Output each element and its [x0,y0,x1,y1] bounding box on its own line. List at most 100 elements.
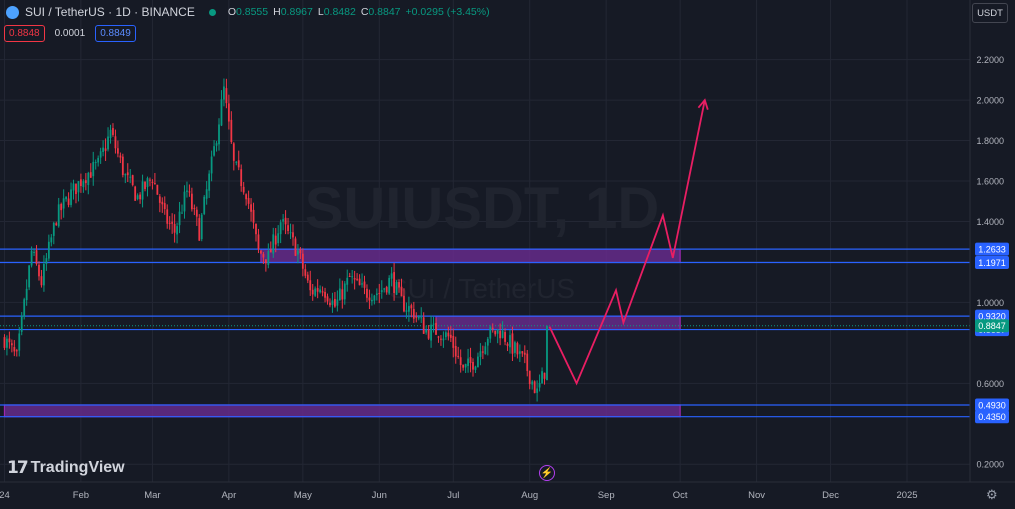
candle-body [366,288,368,298]
candle-body [541,371,543,384]
candle-body [417,316,420,319]
candle-body [99,151,102,158]
price-axis[interactable]: 0.20000.60001.00001.20001.40001.60001.80… [969,0,1009,482]
currency-selector[interactable]: USDT [972,3,1008,23]
candle-body [494,330,497,335]
candle-body [538,382,541,388]
candle-body [235,161,238,163]
candle-body [213,146,215,156]
candle-body [415,316,418,318]
candle-body [23,299,26,317]
candle-body [420,317,423,319]
candle-body [146,178,149,188]
tradingview-logo[interactable]: 17 TradingView [7,458,125,478]
candle-body [126,172,129,176]
ohlc-values: O0.8555 H0.8967 L0.8482 C0.8847 +0.0295 … [227,6,490,18]
price-tag-label: 0.9320 [978,312,1006,322]
candle-body [371,299,373,302]
x-tick-label: Feb [73,490,89,501]
supply-demand-zones [3,248,681,418]
close-value: 0.8847 [368,6,401,18]
symbol-title[interactable]: SUI / TetherUS · 1D · BINANCE [25,5,195,19]
candle-body [314,288,317,296]
candle-body [257,234,260,250]
candle-body [227,103,230,122]
candle-body [94,162,97,164]
candle-body [6,338,8,348]
candle-body [486,338,489,346]
lightning-icon[interactable]: ⚡ [539,465,555,481]
candle-body [279,222,282,235]
candle-body [459,357,462,366]
candle-body [139,194,141,200]
candle-body [102,147,105,152]
candle-body [124,174,127,176]
candle-body [398,282,400,288]
candle-body [442,338,445,341]
candle-body [200,214,203,240]
candle-body [380,290,383,293]
candle-body [388,277,391,294]
candle-body [67,198,70,205]
candle-body [287,225,289,232]
candle-body [481,351,484,353]
candle-body [400,286,403,297]
candle-body [87,172,90,185]
candle-body [491,327,494,330]
candle-body [117,148,119,154]
y-tick-label: 1.6000 [976,177,1004,187]
candle-body [390,273,393,279]
candle-body [15,350,18,352]
candle-body [3,337,6,348]
candle-body [264,259,267,264]
candle-body [375,293,378,296]
price-tag-bg [975,398,1009,412]
price-tag-bg [975,256,1009,270]
time-axis[interactable]: 24 Feb Mar Apr May Jun Jul Aug Sep Oct Nov Dec 2025 [0,481,1015,501]
market-open-dot-icon [208,8,216,16]
candle-body [35,250,38,265]
candle-body [454,346,457,357]
projection-line [548,99,706,386]
candle-body [464,364,467,368]
candle-body [282,219,285,222]
candle-body [444,332,447,338]
candle-body [10,343,13,346]
sell-button[interactable]: 0.8848 [4,25,45,42]
x-tick-label: Sep [598,490,615,501]
candle-body [373,295,376,301]
x-tick-label: 24 [0,490,10,501]
candle-body [218,124,220,145]
candle-body [504,332,506,342]
x-tick-label: Mar [144,490,160,501]
candle-body [297,250,299,255]
candle-body [240,169,243,187]
candle-body [230,119,233,142]
gear-icon[interactable]: ⚙ [986,487,998,502]
candle-body [225,88,228,104]
tradingview-mark-icon: 17 [7,458,29,478]
candle-body [474,366,477,370]
candle-body [70,189,72,205]
candle-body [171,221,174,224]
candle-body [220,99,223,126]
projection-arrowhead [697,98,709,110]
buy-button[interactable]: 0.8849 [95,25,136,42]
x-tick-label: Aug [521,490,538,501]
candle-body [119,155,122,158]
candle-body [477,356,479,368]
symbol-header: SUI / TetherUS · 1D · BINANCE O0.8555 H0… [6,4,490,20]
candle-body [242,186,245,193]
candle-body [284,217,287,225]
price-tag-label: 0.8847 [978,321,1006,331]
high-value: 0.8967 [280,6,313,18]
open-value: 0.8555 [236,6,269,18]
candle-body [131,175,134,186]
candle-body [77,181,80,193]
candle-body [223,86,225,100]
candle-body [84,180,87,184]
candle-body [215,143,218,146]
candle-body [107,136,109,150]
candle-body [193,207,196,209]
